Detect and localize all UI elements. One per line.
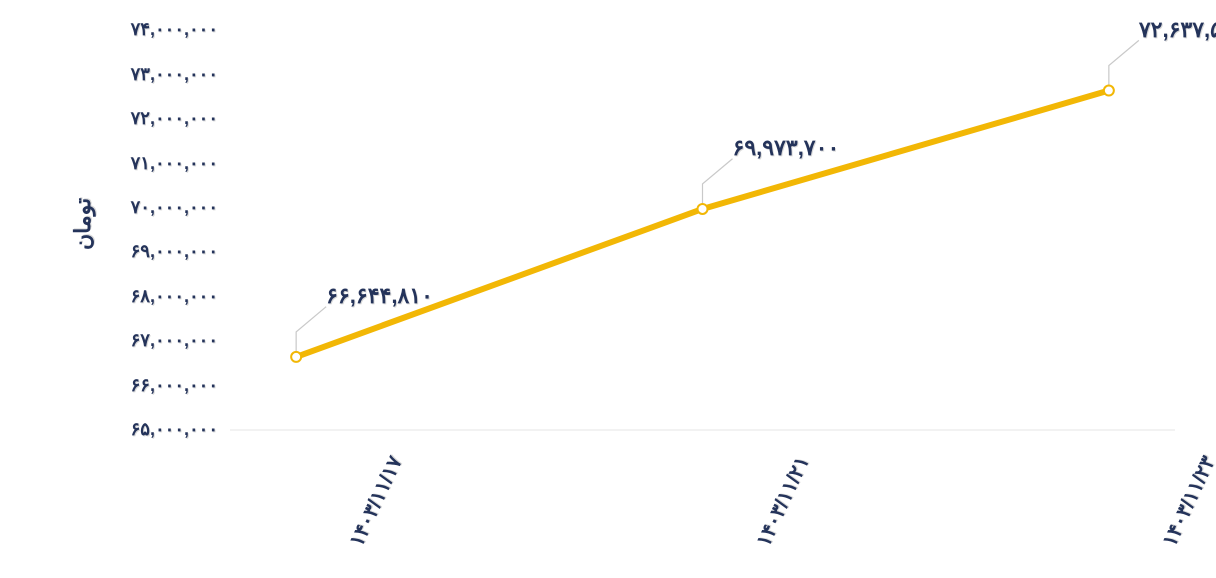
- y-tick-label: ۶۵,۰۰۰,۰۰۰: [131, 419, 218, 440]
- callout-line: [1109, 40, 1139, 90]
- y-tick-label: ۷۱,۰۰۰,۰۰۰: [131, 153, 218, 174]
- y-tick-label: ۶۶,۰۰۰,۰۰۰: [131, 375, 218, 396]
- y-tick-label: ۷۴,۰۰۰,۰۰۰: [131, 19, 218, 40]
- point-label: ۶۶,۶۴۴,۸۱۰: [326, 283, 433, 309]
- y-tick-label: ۷۲,۰۰۰,۰۰۰: [131, 108, 218, 129]
- y-tick-label: ۷۳,۰۰۰,۰۰۰: [131, 64, 218, 85]
- y-tick-label: ۷۰,۰۰۰,۰۰۰: [131, 197, 218, 218]
- y-tick-label: ۶۷,۰۰۰,۰۰۰: [131, 330, 218, 351]
- point-label: ۶۹,۹۷۳,۷۰۰: [733, 135, 840, 161]
- series-marker: [1104, 86, 1114, 96]
- series-marker: [291, 352, 301, 362]
- y-tick-label: ۶۸,۰۰۰,۰۰۰: [131, 286, 218, 307]
- series-line: [296, 91, 1109, 357]
- point-label: ۷۲,۶۳۷,۵۳۰: [1139, 17, 1216, 43]
- line-chart: تومان ۶۵,۰۰۰,۰۰۰ ۶۶,۰۰۰,۰۰۰ ۶۷,۰۰۰,۰۰۰ ۶۸,۰…: [0, 0, 1216, 578]
- y-tick-label: ۶۹,۰۰۰,۰۰۰: [131, 241, 218, 262]
- series-marker: [698, 204, 708, 214]
- y-axis-title: تومان: [70, 198, 96, 250]
